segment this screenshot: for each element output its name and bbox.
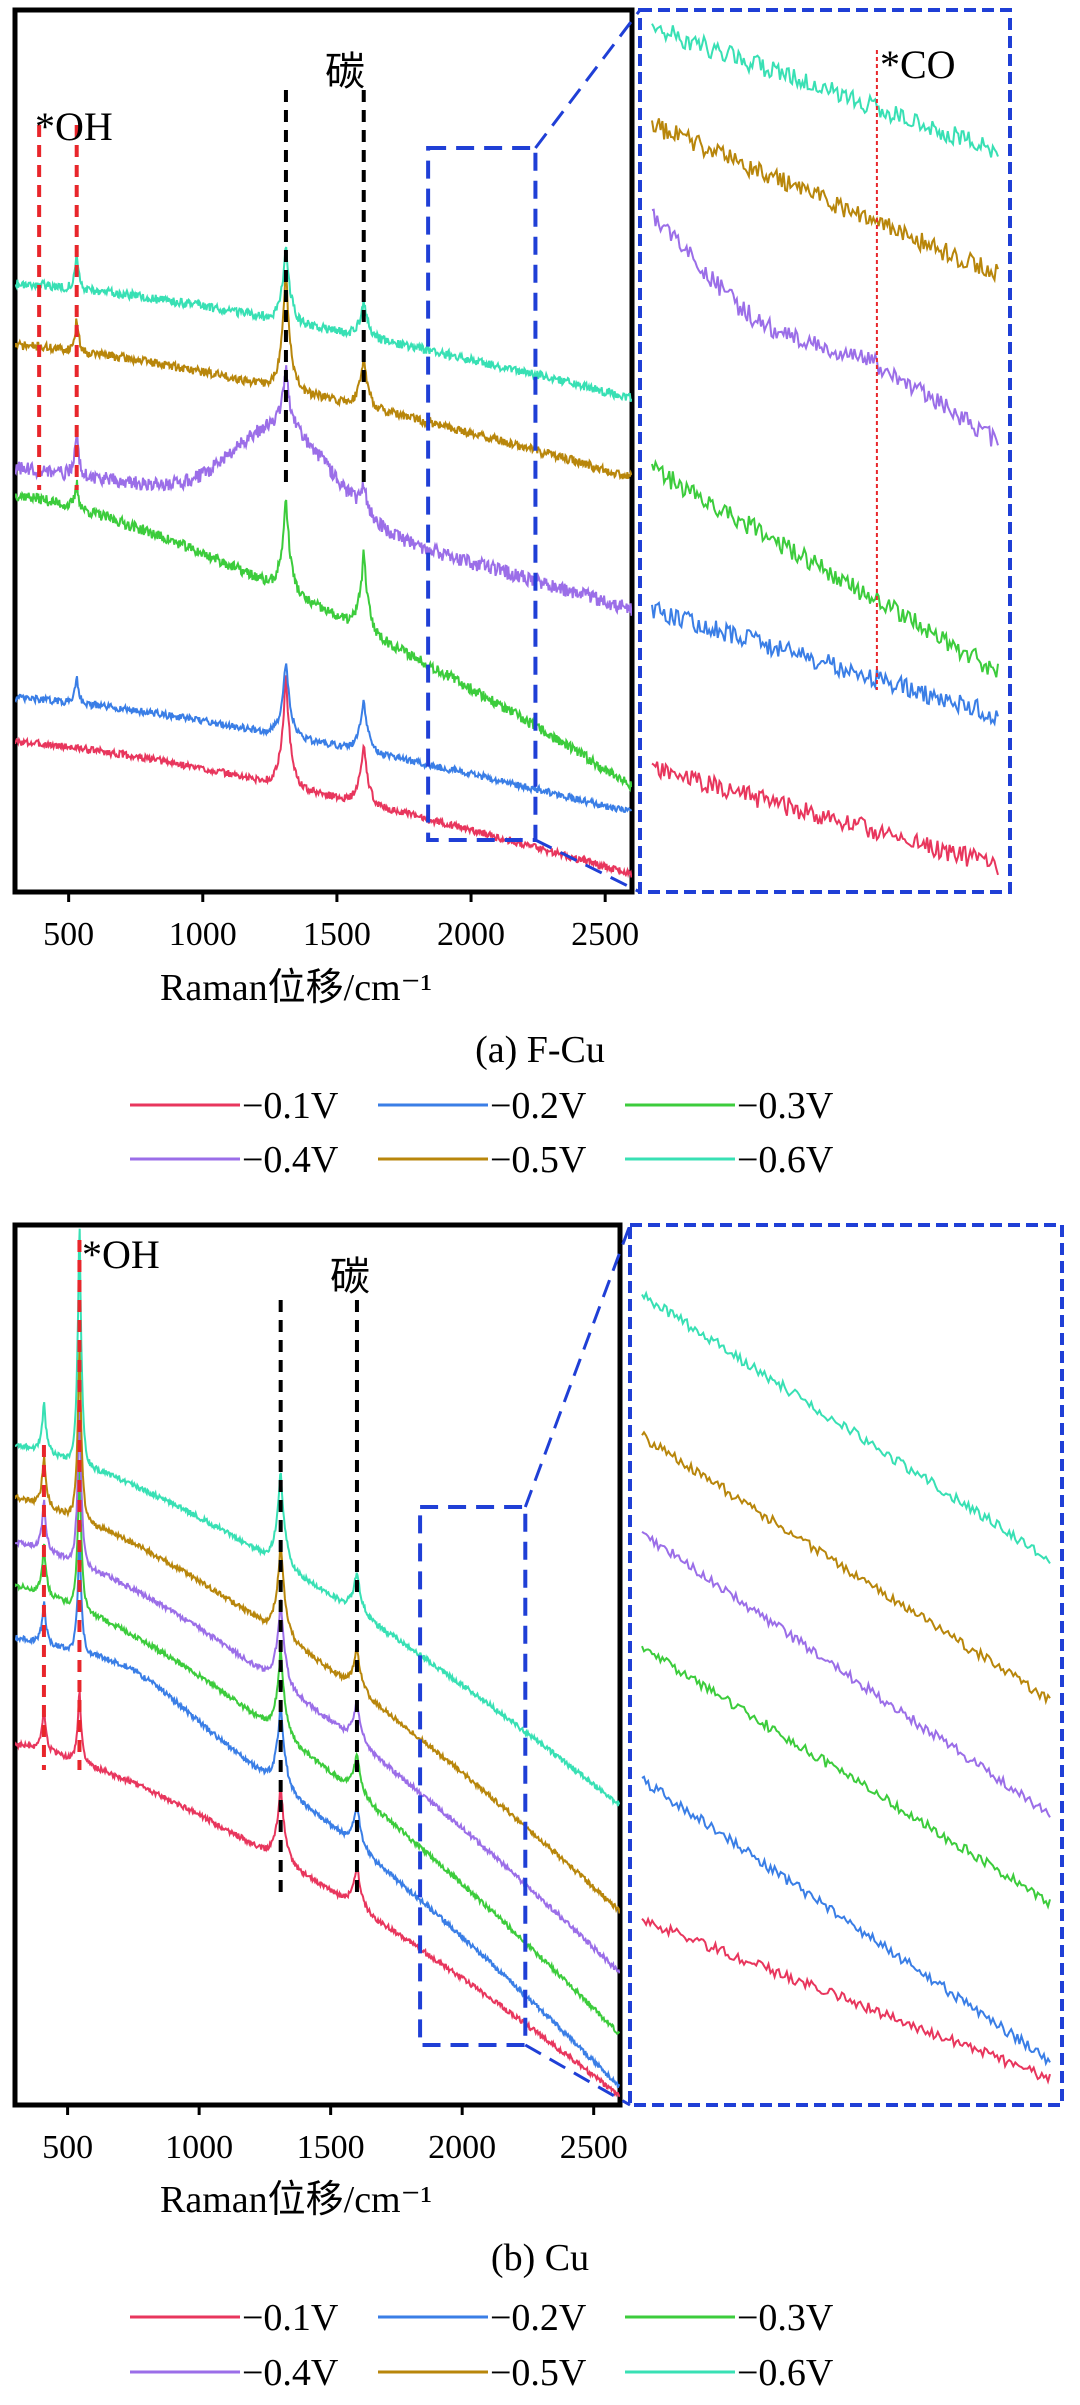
- series-group-a: [15, 246, 632, 879]
- legend-label: −0.1V: [242, 1085, 339, 1127]
- x-tick-label: 1500: [303, 916, 371, 953]
- oh-annotation: *OH: [35, 104, 113, 149]
- legend-label: −0.6V: [737, 2352, 834, 2394]
- zoom-series-line: [641, 1916, 1051, 2085]
- x-tick-label: 2500: [571, 916, 639, 953]
- zoom-series-line: [641, 1290, 1051, 1564]
- legend-label: −0.2V: [490, 2297, 587, 2339]
- legend-label: −0.4V: [242, 2352, 339, 2394]
- x-tick-label: 2000: [428, 2129, 496, 2166]
- series-line: [15, 1228, 620, 1807]
- zoom-connector-line: [534, 838, 641, 894]
- x-axis-label: Raman位移/cm⁻¹: [160, 967, 432, 1009]
- zoom-connector-line: [534, 9, 642, 149]
- series-line: [15, 1691, 620, 2098]
- series-line: [15, 1342, 620, 1914]
- zoom-region-box: [418, 1505, 528, 2047]
- plot-frame-a: [12, 7, 635, 895]
- legend-label: −0.6V: [737, 1139, 834, 1181]
- zoom-series-line: [651, 23, 999, 158]
- x-tick-label: 500: [42, 2129, 93, 2166]
- series-line: [15, 246, 632, 403]
- legend-label: −0.5V: [490, 1139, 587, 1181]
- zoom-panel-frame: [628, 1223, 1064, 2107]
- zoom-series-line: [651, 601, 999, 727]
- legend-label: −0.2V: [490, 1085, 587, 1127]
- series-line: [15, 663, 632, 814]
- series-line: [15, 479, 632, 793]
- legend-label: −0.1V: [242, 2297, 339, 2339]
- legend-label: −0.5V: [490, 2352, 587, 2394]
- x-tick-label: 2000: [437, 916, 505, 953]
- zoom-series-line: [651, 761, 999, 876]
- zoom-series-line: [651, 458, 999, 678]
- carbon-annotation: 碳: [325, 49, 365, 94]
- carbon-annotation: 碳: [330, 1254, 370, 1299]
- series-group-b: [15, 1228, 620, 2098]
- x-tick-label: 1500: [297, 2129, 365, 2166]
- figure-caption: (b) Cu: [491, 2237, 589, 2279]
- series-line: [15, 273, 632, 481]
- legend-label: −0.4V: [242, 1139, 339, 1181]
- oh-annotation: *OH: [82, 1232, 160, 1277]
- x-tick-label: 500: [43, 916, 94, 953]
- zoom-connector-line: [524, 2043, 631, 2107]
- zoom-series-line: [641, 1775, 1051, 2067]
- series-line: [15, 1465, 620, 2035]
- zoom-panel-frame: [638, 8, 1012, 894]
- series-line: [15, 675, 632, 879]
- zoom-series-line: [641, 1645, 1051, 1910]
- series-line: [15, 1403, 620, 1974]
- zoom-series-line: [651, 118, 999, 284]
- x-tick-label: 1000: [165, 2129, 233, 2166]
- zoom-region-box: [426, 146, 538, 842]
- figure-caption: (a) F-Cu: [475, 1029, 605, 1071]
- zoom-series-line: [641, 1530, 1051, 1818]
- x-tick-label: 2500: [560, 2129, 628, 2166]
- series-line: [15, 365, 632, 616]
- zoom-series-line: [651, 208, 999, 447]
- co-annotation: *CO: [880, 42, 956, 87]
- plot-frame-b: [12, 1222, 623, 2108]
- zoom-connector-line: [523, 1224, 632, 1508]
- zoom-series-line: [641, 1430, 1051, 1706]
- legend-label: −0.3V: [737, 2297, 834, 2339]
- legend-label: −0.3V: [737, 1085, 834, 1127]
- series-line: [15, 1540, 620, 2088]
- x-tick-label: 1000: [169, 916, 237, 953]
- x-axis-label: Raman位移/cm⁻¹: [160, 2179, 432, 2221]
